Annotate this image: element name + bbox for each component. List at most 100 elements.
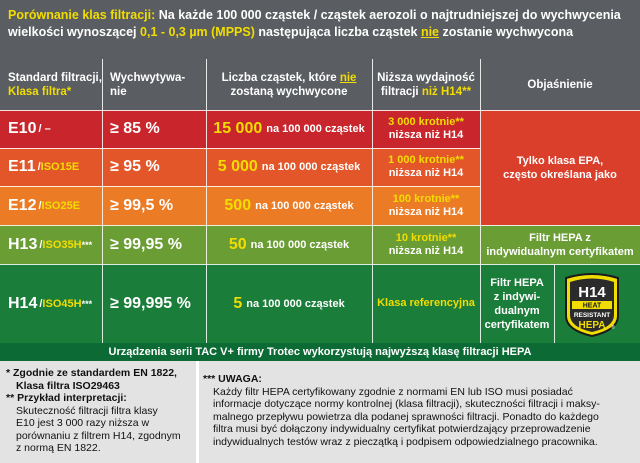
cell-standard: H14/ ISO45H *** <box>0 264 102 343</box>
header-explain: Objaśnienie <box>527 78 593 91</box>
explain-h14-line3: dualnym <box>494 304 540 317</box>
row-separator <box>0 264 640 265</box>
title-text-d: zostanie wychwycona <box>439 25 574 39</box>
class-slash: / <box>37 161 41 173</box>
cell-standard: H13/ ISO35H *** <box>0 225 102 264</box>
row-separator <box>0 225 640 226</box>
cell-standard: E11/ ISO15E <box>0 148 102 186</box>
footnote-divider <box>196 361 199 463</box>
footnote-star3-line: informacje dotyczące normy kontrolnej (k… <box>213 398 600 410</box>
explain-h14-line2: z indywi- <box>493 290 541 303</box>
explain-h14-line1: Filtr HEPA <box>490 276 544 289</box>
row-separator <box>0 110 640 111</box>
particle-count-suffix: na 100 000 cząstek <box>266 123 365 135</box>
cell-capture: ≥ 85 % <box>110 120 160 137</box>
class-footnote-mark: *** <box>81 298 93 309</box>
particle-count-suffix: na 100 000 cząstek <box>255 199 354 212</box>
header-count-nie: nie <box>339 71 357 84</box>
cell-lower: 1 000 krotnie** niższa niż H14 <box>372 148 480 186</box>
lower-factor: Klasa referencyjna <box>377 297 475 309</box>
footnote-star3-line: indywidualnych testów wraz z pieczątką i… <box>213 435 598 448</box>
particle-count: 50 <box>228 235 247 253</box>
h14-heat-resistant-hepa-badge: H14 HEAT RESISTANT HEPA ® <box>565 273 619 338</box>
class-name: H13 <box>8 235 38 253</box>
table-row: E10/ – ≥ 85 % 15 000 na 100 000 cząstek 3 00… <box>0 110 480 148</box>
cell-count: 500 na 100 000 cząstek <box>206 186 372 225</box>
header-lower-line2a: filtracji <box>380 85 422 98</box>
badge-hepa: HEPA <box>578 320 605 331</box>
title-text-c: następująca liczba cząstek <box>254 25 421 39</box>
header-lower-line1: Niższa wydajność <box>377 71 475 84</box>
footnote-star3-line: filtra musi być dołączony indywidualny c… <box>213 423 591 435</box>
cell-lower: Klasa referencyjna <box>372 264 480 343</box>
footnote-star3-line: malnego przepływu powietrza dla podanej … <box>213 410 599 423</box>
footnote-left: * Zgodnie ze standardem EN 1822, Klasa f… <box>0 361 196 463</box>
header-lower: Niższa wydajność filtracji niż H14** <box>372 59 480 110</box>
footnote-star3-title: *** UWAGA: <box>203 373 262 385</box>
explain-h13-line1: Filtr HEPA z <box>529 231 591 244</box>
particle-count-suffix: na 100 000 cząstek <box>250 238 350 251</box>
explain-h13: Filtr HEPA z indywidualnym certyfikatem <box>480 225 640 264</box>
iso-class: ISO35H <box>42 238 82 251</box>
table-row: H14/ ISO45H *** ≥ 99,995 % 5 na 100 000 cząs… <box>0 264 480 343</box>
lower-factor: 100 krotnie** <box>392 192 460 205</box>
row-separator <box>0 186 480 187</box>
footnote-star2-line: E10 jest 3 000 razy niższa w <box>16 417 150 429</box>
explain-h14: Filtr HEPA z indywi-dualnym certyfikatem <box>480 264 554 343</box>
cell-capture: ≥ 99,95 % <box>110 235 182 253</box>
particle-count-suffix: na 100 000 cząstek <box>246 297 345 310</box>
cell-capture: ≥ 99,995 % <box>110 294 191 312</box>
class-slash: / <box>39 297 43 310</box>
header-lower-line2b: niż H14** <box>421 85 472 98</box>
class-name: E11 <box>8 158 36 175</box>
header-standard-line1: Standard filtracji, <box>8 71 102 84</box>
particle-count: 5 <box>233 294 243 312</box>
col-separator <box>102 59 103 343</box>
explain-epa-line1: Tylko klasa EPA, <box>516 154 604 167</box>
iso-class: / – <box>38 123 51 135</box>
comparison-title: Porównanie klas filtracji: Na każde 100 … <box>0 0 640 59</box>
footnote-star3-line: Każdy filtr HEPA certyfikowany zgodnie z… <box>213 385 573 398</box>
class-slash: / <box>39 238 43 251</box>
class-name: E10 <box>8 120 37 137</box>
title-line-2: wielkości wynoszącej 0,1 - 0,3 µm (MPPS)… <box>8 24 632 41</box>
badge-h14: H14 <box>578 284 606 301</box>
cell-capture: ≥ 95 % <box>110 158 160 175</box>
table-row: E11/ ISO15E ≥ 95 % 5 000 na 100 000 cząstek… <box>0 148 480 186</box>
badge-heat: HEAT <box>583 303 602 310</box>
row-separator <box>0 148 480 149</box>
footnote-star2-title: ** Przykład interpretacji: <box>6 392 127 404</box>
cell-lower: 3 000 krotnie** niższa niż H14 <box>372 110 480 148</box>
particle-count: 500 <box>224 196 252 214</box>
lower-factor: 3 000 krotnie** <box>388 116 464 128</box>
header-capture-line2: nie <box>110 85 127 98</box>
lower-text: niższa niż H14 <box>388 129 464 141</box>
cell-standard: E10/ – <box>0 110 102 148</box>
lower-text: niższa niż H14 <box>388 244 464 257</box>
footnote-star2-line: Skuteczność filtracji filtra klasy <box>16 404 158 417</box>
table-header: Standard filtracji, Klasa filtra* Wychwyt… <box>0 59 640 110</box>
cell-lower: 100 krotnie** niższa niż H14 <box>372 186 480 225</box>
cell-count: 5 na 100 000 cząstek <box>206 264 372 343</box>
title-line-1: Porównanie klas filtracji: Na każde 100 … <box>8 7 632 24</box>
cell-lower: 10 krotnie** niższa niż H14 <box>372 225 480 264</box>
cell-count: 50 na 100 000 cząstek <box>206 225 372 264</box>
lower-factor: 1 000 krotnie** <box>388 154 464 166</box>
cell-count: 5 000 na 100 000 cząstek <box>206 148 372 186</box>
iso-class: ISO45H <box>42 297 82 310</box>
particle-count: 15 000 <box>213 120 263 137</box>
header-count: Liczba cząstek, które nie zostaną wychwyc… <box>206 59 372 110</box>
particle-count: 5 000 <box>217 158 258 175</box>
title-nie: nie <box>420 25 440 39</box>
explain-epa: Tylko klasa EPA, często określana jako <box>480 110 640 225</box>
header-capture-line1: Wychwytywa- <box>110 71 186 84</box>
footnote-star1-line2: Klasa filtra ISO29463 <box>16 379 120 392</box>
explain-epa-line2: często określana jako <box>503 168 617 181</box>
trotec-note-bar: Urządzenia serii TAC V+ firmy Trotec wyk… <box>0 343 640 361</box>
header-capture: Wychwytywa-nie <box>102 59 206 110</box>
lower-text: niższa niż H14 <box>388 167 464 179</box>
title-text-a: Na każde 100 000 cząstek / cząstek aeroz… <box>155 8 621 22</box>
iso-class: ISO15E <box>40 161 80 173</box>
col-separator <box>554 264 555 343</box>
col-separator <box>480 59 481 343</box>
